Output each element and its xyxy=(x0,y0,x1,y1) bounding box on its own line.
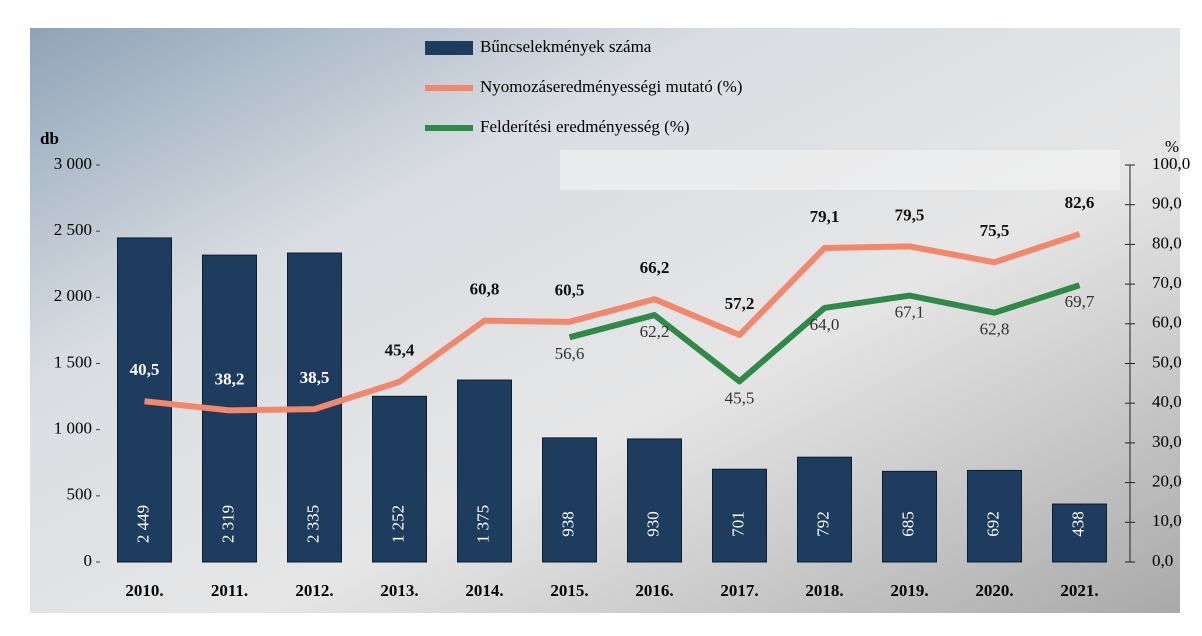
bar xyxy=(628,439,682,562)
bar-value-label: 1 375 xyxy=(473,505,492,543)
y2-tick-label: 80,0 xyxy=(1152,233,1182,252)
x-tick-label: 2021. xyxy=(1060,581,1098,600)
line-value-label: 79,5 xyxy=(895,205,925,224)
bar xyxy=(798,457,852,562)
line-value-label: 57,2 xyxy=(725,294,755,313)
bar xyxy=(543,438,597,562)
y-tick-label: 2 500 xyxy=(54,220,92,239)
x-tick-label: 2010. xyxy=(125,581,163,600)
y2-tick-label: 100,0 xyxy=(1152,154,1190,173)
bar-value-label: 2 335 xyxy=(303,505,322,543)
line-value-label: 69,7 xyxy=(1065,292,1095,311)
line-value-label: 66,2 xyxy=(640,258,670,277)
y-tick-label: 3 000 xyxy=(54,154,92,173)
x-tick-label: 2014. xyxy=(465,581,503,600)
line-value-label: 75,5 xyxy=(980,221,1010,240)
x-tick-label: 2015. xyxy=(550,581,588,600)
bar-value-label: 438 xyxy=(1068,511,1087,537)
line-value-label: 82,6 xyxy=(1065,193,1095,212)
y-tick-label: 1 500 xyxy=(54,352,92,371)
legend-label: Felderítési eredményesség (%) xyxy=(480,117,690,136)
y-tick-label: 2 000 xyxy=(54,286,92,305)
x-tick-label: 2019. xyxy=(890,581,928,600)
legend-swatch xyxy=(425,41,473,55)
bar-value-label: 792 xyxy=(813,511,832,537)
bar-value-label: 938 xyxy=(558,511,577,537)
y2-tick-label: 70,0 xyxy=(1152,273,1182,292)
line-value-label: 38,5 xyxy=(300,368,330,387)
line-value-label: 62,2 xyxy=(640,322,670,341)
background-detail xyxy=(560,150,1120,190)
line-value-label: 40,5 xyxy=(130,360,160,379)
line-value-label: 45,4 xyxy=(385,341,415,360)
line-value-label: 79,1 xyxy=(810,207,840,226)
y2-tick-label: 0,0 xyxy=(1152,551,1173,570)
line-value-label: 64,0 xyxy=(810,315,840,334)
x-tick-label: 2013. xyxy=(380,581,418,600)
line-value-label: 62,8 xyxy=(980,320,1010,339)
bar-value-label: 692 xyxy=(983,511,1002,537)
bar-value-label: 1 252 xyxy=(388,505,407,543)
y2-tick-label: 50,0 xyxy=(1152,352,1182,371)
line-value-label: 56,6 xyxy=(555,344,585,363)
bar-value-label: 2 319 xyxy=(218,505,237,543)
legend-label: Bűncselekmények száma xyxy=(480,37,652,56)
y2-tick-label: 40,0 xyxy=(1152,392,1182,411)
x-tick-label: 2017. xyxy=(720,581,758,600)
line-value-label: 67,1 xyxy=(895,303,925,322)
y2-tick-label: 20,0 xyxy=(1152,472,1182,491)
line-value-label: 38,2 xyxy=(215,369,245,388)
bar-value-label: 930 xyxy=(643,511,662,537)
y2-tick-label: 30,0 xyxy=(1152,432,1182,451)
y-axis-title: db xyxy=(40,129,59,148)
y2-tick-label: 10,0 xyxy=(1152,511,1182,530)
legend-label: Nyomozáseredményességi mutató (%) xyxy=(480,77,742,96)
y2-tick-label: 90,0 xyxy=(1152,194,1182,213)
bar-value-label: 685 xyxy=(898,511,917,537)
x-tick-label: 2018. xyxy=(805,581,843,600)
y-tick-label: 0 xyxy=(84,551,93,570)
line-value-label: 45,5 xyxy=(725,388,755,407)
bar-value-label: 2 449 xyxy=(133,505,152,543)
x-tick-label: 2020. xyxy=(975,581,1013,600)
y2-tick-label: 60,0 xyxy=(1152,313,1182,332)
x-tick-label: 2011. xyxy=(211,581,248,600)
y-tick-label: 500 xyxy=(67,485,93,504)
line-value-label: 60,5 xyxy=(555,281,585,300)
bar-value-label: 701 xyxy=(728,511,747,537)
line-value-label: 60,8 xyxy=(470,280,500,299)
chart: db % 05001 0001 5002 0002 5003 0000,010,… xyxy=(0,0,1202,631)
x-tick-label: 2012. xyxy=(295,581,333,600)
y-tick-label: 1 000 xyxy=(54,419,92,438)
x-tick-label: 2016. xyxy=(635,581,673,600)
